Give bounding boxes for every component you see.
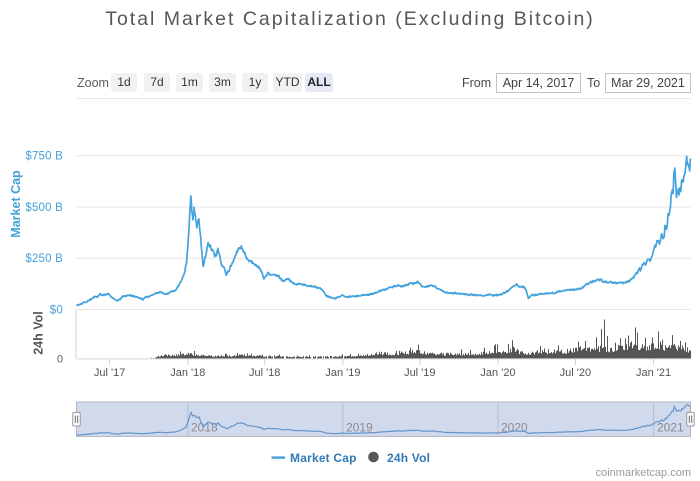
svg-text:2021: 2021 — [657, 421, 684, 435]
svg-text:Jan '20: Jan '20 — [480, 367, 515, 379]
svg-text:Jan '19: Jan '19 — [325, 367, 360, 379]
svg-text:2018: 2018 — [191, 421, 218, 435]
svg-text:$750 B: $750 B — [25, 151, 63, 163]
svg-text:Jul '20: Jul '20 — [560, 367, 591, 379]
svg-text:Jul '17: Jul '17 — [94, 367, 125, 379]
svg-text:Market Cap: Market Cap — [9, 170, 23, 238]
svg-text:$250 B: $250 B — [25, 253, 63, 265]
svg-text:0: 0 — [57, 353, 63, 365]
svg-text:Jan '18: Jan '18 — [170, 367, 205, 379]
svg-text:Jan '21: Jan '21 — [636, 367, 671, 379]
svg-text:Jul '19: Jul '19 — [404, 367, 435, 379]
svg-text:24h Vol: 24h Vol — [32, 311, 46, 355]
svg-text:2019: 2019 — [346, 421, 373, 435]
svg-text:$0: $0 — [50, 304, 63, 316]
svg-text:$500 B: $500 B — [25, 202, 63, 214]
svg-text:Jul '18: Jul '18 — [249, 367, 280, 379]
